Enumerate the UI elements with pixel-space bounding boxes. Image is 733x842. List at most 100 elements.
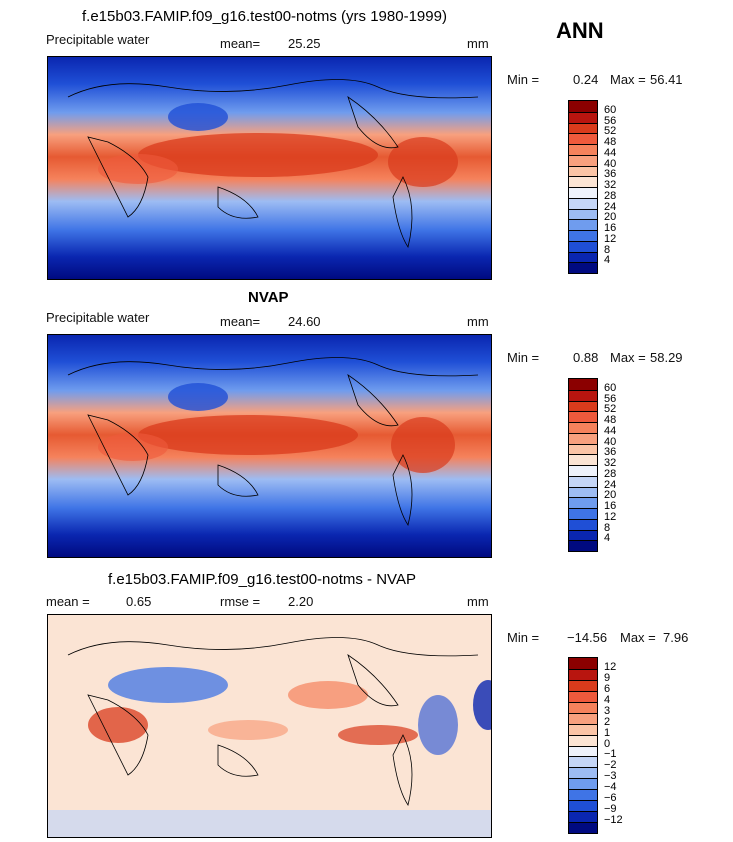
colorbar-swatch bbox=[569, 154, 597, 166]
colorbar-swatch bbox=[569, 465, 597, 476]
colorbar-swatch bbox=[569, 443, 597, 455]
colorbar-tick-label: 4 bbox=[604, 693, 611, 706]
colorbar-tick-label: −2 bbox=[604, 759, 617, 772]
panel-1-min-value: 0.24 bbox=[573, 72, 599, 87]
colorbar-tick-label: 40 bbox=[604, 157, 617, 170]
colorbar-tick-label: 4 bbox=[604, 532, 611, 545]
panel-2-units: mm bbox=[467, 314, 489, 329]
colorbar-swatch bbox=[569, 165, 597, 177]
colorbar-swatch bbox=[569, 251, 597, 263]
colorbar-swatch bbox=[569, 262, 597, 273]
colorbar-swatch bbox=[569, 411, 597, 422]
colorbar-tick-label: 12 bbox=[604, 232, 617, 245]
colorbar-tick-label: 8 bbox=[604, 521, 611, 534]
colorbar-swatch bbox=[569, 822, 597, 833]
colorbar-swatch bbox=[569, 101, 597, 112]
panel-3-min-value: −14.56 bbox=[567, 630, 608, 645]
colorbar-swatch bbox=[569, 679, 597, 691]
colorbar-tick-label: −3 bbox=[604, 770, 617, 783]
colorbar-tick-label: 8 bbox=[604, 243, 611, 256]
colorbar-swatch bbox=[569, 690, 597, 702]
colorbar-swatch bbox=[569, 668, 597, 680]
colorbar-tick-label: 2 bbox=[604, 715, 611, 728]
colorbar-swatch bbox=[569, 197, 597, 209]
colorbar-tick-label: −12 bbox=[604, 814, 623, 827]
colorbar-swatch bbox=[569, 497, 597, 508]
colorbar-tick-label: −9 bbox=[604, 803, 617, 816]
colorbar-tick-label: 3 bbox=[604, 704, 611, 717]
colorbar-tick-label: 60 bbox=[604, 103, 617, 116]
panel-3-min-label: Min = bbox=[507, 630, 540, 645]
colorbar-tick-label: 36 bbox=[604, 168, 617, 181]
colorbar-swatch bbox=[569, 379, 597, 390]
colorbar-swatch bbox=[569, 422, 597, 433]
colorbar-tick-label: 32 bbox=[604, 457, 617, 469]
colorbar-tick-label: 48 bbox=[604, 136, 617, 148]
colorbar-tick-label: −1 bbox=[604, 748, 617, 761]
panel-1-units: mm bbox=[467, 36, 489, 51]
colorbar-swatch bbox=[569, 745, 597, 757]
colorbar-tick-label: 28 bbox=[604, 467, 617, 480]
panel-3-mean-label: mean = bbox=[46, 594, 90, 609]
colorbar-swatch bbox=[569, 219, 597, 230]
panel-3-map-svg bbox=[48, 615, 491, 837]
colorbar-swatch bbox=[569, 111, 597, 123]
panel-2-variable: Precipitable water bbox=[46, 310, 150, 325]
panel-2-min-label: Min = bbox=[507, 350, 540, 365]
colorbar-swatch bbox=[569, 723, 597, 735]
colorbar-tick-label: 24 bbox=[604, 200, 617, 213]
colorbar-tick-label: 16 bbox=[604, 500, 617, 512]
colorbar-tick-label: 1 bbox=[604, 726, 611, 739]
panel-2-min-value: 0.88 bbox=[573, 350, 599, 365]
colorbar-tick-label: 44 bbox=[604, 424, 617, 437]
colorbar-swatch bbox=[569, 756, 597, 768]
colorbar-swatch bbox=[569, 529, 597, 541]
colorbar-swatch bbox=[569, 144, 597, 155]
panel-2-colorbar-labels: 60 56 52 48 44 40 36 32 28 24 20 16 12 8 4 bbox=[604, 378, 634, 550]
colorbar-tick-label: 40 bbox=[604, 435, 617, 448]
colorbar-tick-label: 9 bbox=[604, 671, 611, 684]
colorbar-tick-label: 12 bbox=[604, 510, 617, 523]
colorbar-swatch bbox=[569, 518, 597, 530]
panel-2-colorbar bbox=[568, 378, 598, 552]
panel-2-max-value: 58.29 bbox=[650, 350, 683, 365]
colorbar-swatch bbox=[569, 122, 597, 134]
colorbar-tick-label: 56 bbox=[604, 114, 617, 127]
colorbar-tick-label: 48 bbox=[604, 414, 617, 426]
panel-3-colorbar bbox=[568, 657, 598, 834]
panel-1-colorbar bbox=[568, 100, 598, 274]
colorbar-tick-label: 60 bbox=[604, 381, 617, 394]
colorbar-swatch bbox=[569, 133, 597, 144]
panel-2-map-svg bbox=[48, 335, 491, 557]
colorbar-tick-label: 20 bbox=[604, 211, 617, 224]
panel-3-units: mm bbox=[467, 594, 489, 609]
colorbar-tick-label: 0 bbox=[604, 737, 611, 750]
panel-1-map-svg bbox=[48, 57, 491, 279]
panel-2-mean-label: mean= bbox=[220, 314, 261, 329]
panel-3-map bbox=[47, 614, 492, 838]
colorbar-swatch bbox=[569, 240, 597, 252]
colorbar-tick-label: 12 bbox=[604, 660, 617, 673]
panel-1-max-label: Max = bbox=[610, 72, 646, 87]
colorbar-swatch bbox=[569, 475, 597, 487]
colorbar-swatch bbox=[569, 389, 597, 401]
panel-3-title: f.e15b03.FAMIP.f09_g16.test00-notms - NV… bbox=[108, 571, 416, 588]
panel-1-colorbar-labels: 60 56 52 48 44 40 36 32 28 24 20 16 12 8 4 bbox=[604, 100, 634, 272]
colorbar-swatch bbox=[569, 734, 597, 746]
panel-3-rmse-value: 2.20 bbox=[288, 594, 314, 609]
colorbar-tick-label: 20 bbox=[604, 489, 617, 502]
colorbar-swatch bbox=[569, 400, 597, 412]
panel-1-max-value: 56.41 bbox=[650, 72, 683, 87]
panel-1-variable: Precipitable water bbox=[46, 32, 150, 47]
colorbar-tick-label: −4 bbox=[604, 781, 617, 794]
panel-1-min-label: Min = bbox=[507, 72, 540, 87]
colorbar-swatch bbox=[569, 712, 597, 724]
panel-2-max-label: Max = bbox=[610, 350, 646, 365]
colorbar-swatch bbox=[569, 811, 597, 823]
colorbar-tick-label: 28 bbox=[604, 189, 617, 202]
colorbar-swatch bbox=[569, 800, 597, 812]
panel-3-max-value: 7.96 bbox=[663, 630, 689, 645]
colorbar-tick-label: 16 bbox=[604, 222, 617, 234]
panel-3-colorbar-labels: 12 9 6 4 3 2 1 0 −1 −2 −3 −4 −6 −9 −12 bbox=[604, 657, 638, 832]
colorbar-tick-label: 36 bbox=[604, 446, 617, 459]
